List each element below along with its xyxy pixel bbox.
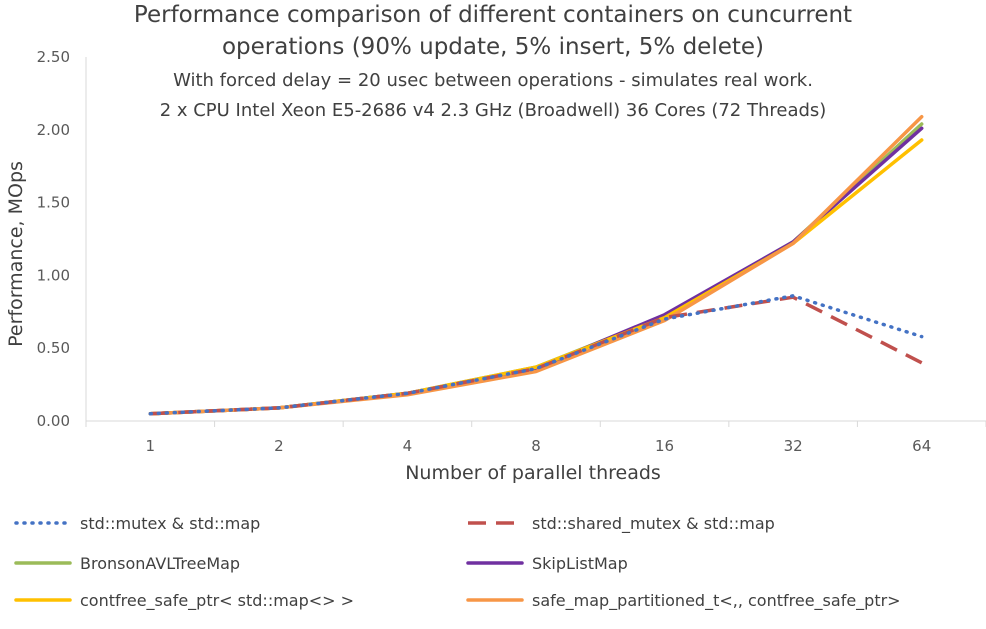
legend-swatch [14, 598, 72, 602]
y-axis-title: Performance, MOps [5, 161, 27, 347]
legend-label: std::shared_mutex & std::map [532, 513, 775, 533]
series-line-4 [148, 138, 924, 416]
series-line-1 [150, 295, 923, 416]
legend-swatch [14, 561, 72, 565]
legend-label: safe_map_partitioned_t<,, contfree_safe_… [532, 590, 901, 610]
x-tick-label: 64 [912, 437, 931, 455]
x-tick-label: 4 [403, 437, 413, 455]
legend-swatch [466, 598, 524, 602]
y-tick-label: 0.50 [37, 339, 70, 357]
series-line-3 [148, 126, 924, 416]
x-tick-label: 1 [146, 437, 156, 455]
chart-subtitle-line-1: With forced delay = 20 usec between oper… [173, 70, 813, 91]
legend-label: SkipListMap [532, 553, 628, 573]
series-line-2 [148, 122, 924, 416]
chart-title-line-2: operations (90% update, 5% insert, 5% de… [221, 34, 765, 60]
y-tick-label: 0.00 [37, 412, 70, 430]
x-tick-label: 2 [274, 437, 284, 455]
legend-item: SkipListMap [466, 552, 628, 574]
y-tick-label: 1.50 [37, 194, 70, 212]
x-axis-title: Number of parallel threads [405, 462, 661, 484]
y-tick-label: 2.00 [37, 121, 70, 139]
series-line-5 [148, 114, 924, 416]
x-tick-label: 16 [655, 437, 674, 455]
legend-label: std::mutex & std::map [80, 513, 261, 533]
legend-label: contfree_safe_ptr< std::map<> > [80, 590, 355, 610]
legend-item: std::mutex & std::map [14, 512, 260, 534]
chart-subtitle-line-2: 2 x CPU Intel Xeon E5-2686 v4 2.3 GHz (B… [159, 100, 827, 121]
legend-label: BronsonAVLTreeMap [80, 553, 241, 573]
chart-title-line-1: Performance comparison of different cont… [133, 2, 853, 28]
legend-swatch [468, 521, 522, 525]
legend-swatch [466, 561, 524, 565]
y-tick-label: 1.00 [37, 266, 70, 284]
series-line-0 [148, 294, 924, 416]
x-tick-label: 8 [531, 437, 541, 455]
legend-item: contfree_safe_ptr< std::map<> > [14, 589, 354, 611]
legend-item: BronsonAVLTreeMap [14, 552, 240, 574]
legend-swatch [14, 521, 72, 525]
legend-item: std::shared_mutex & std::map [466, 512, 775, 534]
legend-item: safe_map_partitioned_t<,, contfree_safe_… [466, 589, 901, 611]
x-tick-label: 32 [784, 437, 803, 455]
